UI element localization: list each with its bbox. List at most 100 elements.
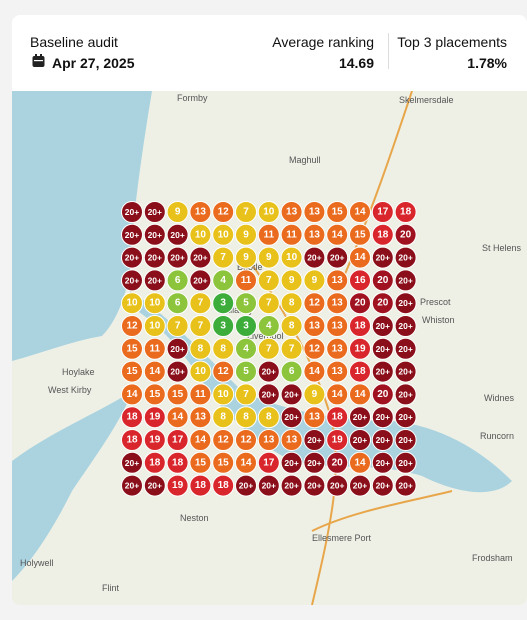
rank-marker: 18 <box>121 406 143 429</box>
rank-marker: 7 <box>257 337 280 360</box>
rank-circle <box>166 429 189 451</box>
rank-marker: 18 <box>189 474 212 497</box>
rank-marker: 6 <box>166 292 189 315</box>
rank-marker: 7 <box>257 292 280 315</box>
rank-circle <box>280 337 303 360</box>
top3-label: Top 3 placements <box>397 34 507 50</box>
rank-marker: 20+ <box>166 360 189 383</box>
rank-label: 20+ <box>284 389 298 399</box>
rank-circle <box>235 451 257 474</box>
rank-circle <box>349 269 371 292</box>
rank-marker: 20+ <box>371 406 394 429</box>
rank-marker: 3 <box>212 315 235 337</box>
rank-marker: 12 <box>212 429 235 451</box>
rank-marker: 15 <box>166 383 189 406</box>
rank-label: 8 <box>220 412 226 423</box>
rank-marker: 9 <box>166 201 189 223</box>
rank-label: 4 <box>266 321 272 332</box>
rank-label: 20+ <box>170 253 184 263</box>
rank-circle <box>326 292 349 315</box>
rank-label: 20 <box>332 457 344 468</box>
rank-marker: 7 <box>257 269 280 292</box>
rank-circle <box>235 315 257 337</box>
rank-circle <box>394 269 417 292</box>
rank-marker: 5 <box>235 360 257 383</box>
rank-marker: 4 <box>257 315 280 337</box>
rank-circle <box>394 360 417 383</box>
rank-marker: 19 <box>143 406 166 429</box>
rank-label: 14 <box>354 252 366 263</box>
rank-circle <box>280 201 303 223</box>
rank-marker: 15 <box>349 223 371 246</box>
rank-label: 20+ <box>284 481 298 491</box>
rank-circle <box>257 406 280 429</box>
rank-label: 20+ <box>148 481 162 491</box>
rank-circle <box>394 474 417 497</box>
rank-label: 20+ <box>125 481 139 491</box>
rank-marker: 20 <box>371 269 394 292</box>
rank-label: 14 <box>354 389 366 400</box>
rank-marker: 20+ <box>349 429 371 451</box>
place-label: Skelmersdale <box>399 95 454 105</box>
rank-label: 12 <box>126 321 138 332</box>
rank-circle <box>303 246 326 269</box>
rank-marker: 11 <box>257 223 280 246</box>
rank-circle <box>280 246 303 269</box>
rank-label: 12 <box>240 435 252 446</box>
rank-label: 13 <box>332 343 344 354</box>
rank-circle <box>371 406 394 429</box>
rank-circle <box>212 269 235 292</box>
rank-circle <box>189 269 212 292</box>
rank-label: 20 <box>377 298 389 309</box>
rank-label: 7 <box>243 207 249 218</box>
rank-marker: 10 <box>280 246 303 269</box>
rank-circle <box>166 223 189 246</box>
rank-marker: 10 <box>121 292 143 315</box>
rank-marker: 14 <box>143 360 166 383</box>
rank-label: 11 <box>150 343 161 354</box>
rank-marker: 9 <box>257 246 280 269</box>
rank-circle <box>371 246 394 269</box>
rank-marker: 5 <box>235 292 257 315</box>
rank-circle <box>349 223 371 246</box>
rank-marker: 20+ <box>143 246 166 269</box>
rank-label: 20+ <box>170 344 184 354</box>
rank-marker: 3 <box>235 315 257 337</box>
rank-label: 20+ <box>376 458 390 468</box>
rank-marker: 20+ <box>394 269 417 292</box>
rank-marker: 9 <box>303 269 326 292</box>
rank-marker: 19 <box>326 429 349 451</box>
rank-circle <box>349 337 371 360</box>
rank-circle <box>189 451 212 474</box>
rank-circle <box>212 474 235 497</box>
rank-marker: 14 <box>303 360 326 383</box>
rank-label: 19 <box>332 435 344 446</box>
rank-circle <box>235 201 257 223</box>
rank-label: 20+ <box>125 207 139 217</box>
rank-label: 15 <box>149 389 161 400</box>
rank-label: 3 <box>220 321 226 332</box>
rank-label: 20+ <box>376 344 390 354</box>
rank-label: 18 <box>332 412 344 423</box>
rank-label: 20+ <box>398 298 412 308</box>
rank-marker: 20+ <box>303 429 326 451</box>
rank-label: 14 <box>172 412 184 423</box>
rank-marker: 14 <box>326 223 349 246</box>
rank-marker: 20+ <box>394 474 417 497</box>
rank-circle <box>257 246 280 269</box>
rank-marker: 11 <box>143 337 166 360</box>
rank-marker: 20+ <box>121 246 143 269</box>
rank-label: 18 <box>377 229 389 240</box>
rank-label: 15 <box>126 343 138 354</box>
rank-circle <box>349 406 371 429</box>
rank-label: 13 <box>332 321 344 332</box>
rank-circle <box>280 360 303 383</box>
rank-label: 16 <box>354 275 366 286</box>
rank-marker: 20+ <box>303 451 326 474</box>
rank-marker: 20+ <box>303 474 326 497</box>
rank-label: 20+ <box>398 344 412 354</box>
rank-circle <box>349 383 371 406</box>
rank-circle <box>143 474 166 497</box>
rank-circle <box>371 429 394 451</box>
rank-circle <box>257 201 280 223</box>
